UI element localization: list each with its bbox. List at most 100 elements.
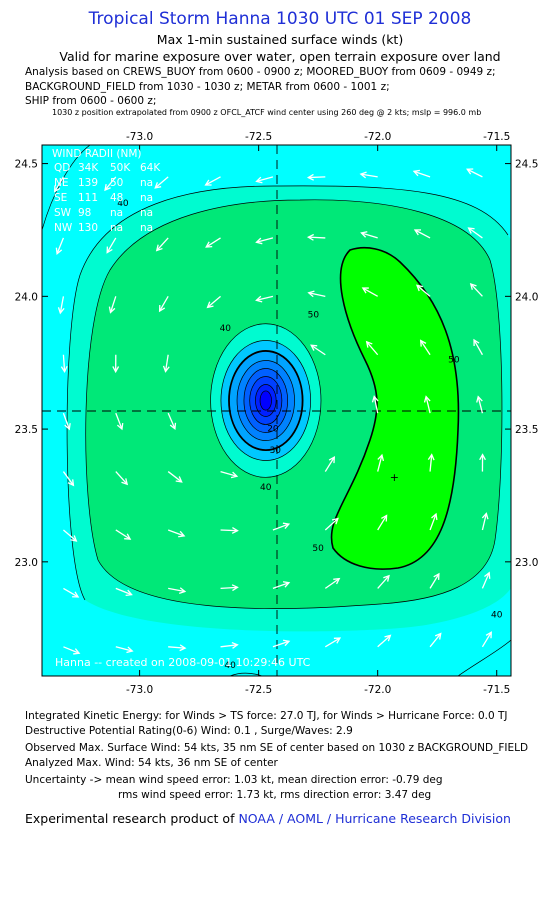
wind-arrow-6 [359,171,378,179]
analysis-sources-line1: Analysis based on CREWS_BUOY from 0600 -… [25,66,496,78]
wind-arrow-0 [53,176,64,193]
wind-arrow-19 [108,296,117,314]
wind-arrow-49 [115,529,132,540]
wind-arrow-39 [476,395,484,414]
wind-arrow-50 [167,529,186,538]
wind-arrow-73 [429,632,442,648]
wind-radii-title: WIND RADII (NM) [52,148,142,160]
wind-arrow-11 [155,237,169,252]
hrd-link[interactable]: NOAA / AOML / Hurricane Research Divisio… [238,811,511,826]
wind-radii-cell-0-3: 64K [140,162,161,174]
wind-arrow-14 [306,233,326,241]
wind-arrow-13 [255,237,274,245]
analysis-sources-line3: SHIP from 0600 - 0600 z; [25,95,157,107]
wind-radii-cell-3-0: SW [54,207,72,219]
wind-arrow-42 [167,471,183,483]
wind-arrow-56 [481,512,489,531]
chart-subtitle-exposure: Valid for marine exposure over water, op… [59,49,501,64]
wind-arrow-74 [481,631,492,648]
wind-arrow-37 [371,395,379,414]
wind-arrow-61 [272,581,291,589]
wind-radii-cell-1-3: na [140,177,153,189]
wind-radii-cell-3-3: na [140,207,153,219]
y-tick-label-left-1: 24.0 [15,291,38,303]
wind-arrow-17 [467,227,483,239]
wind-arrow-28 [112,354,120,374]
wind-arrow-36 [167,412,177,431]
wind-arrow-3 [204,176,221,186]
contour-label-4: 50 [308,311,320,321]
wind-arrow-54 [377,514,388,531]
wind-arrow-22 [255,295,274,303]
contour-label-5: 50 [448,356,460,366]
wind-arrow-4 [255,176,274,184]
analyzed-max-wind-text: Analyzed Max. Wind: 54 kts, 36 nm SE of … [25,757,278,769]
y-tick-label-left-3: 23.0 [15,557,38,569]
wind-arrow-35 [115,412,124,431]
wind-radii-cell-0-1: 34K [78,162,99,174]
contour-label-3: 40 [260,483,272,493]
wind-arrow-58 [115,587,133,597]
x-tick-label-bottom-2: -72.0 [364,684,391,696]
wind-radii-cell-2-0: SE [54,192,67,204]
wind-arrow-5 [306,173,326,181]
wind-arrow-15 [360,231,378,239]
wind-radii-cell-2-2: 48 [110,192,123,204]
wind-radii-cell-4-0: NW [54,222,73,234]
y-tick-label-right-1: 24.0 [515,291,538,303]
ike-text: Integrated Kinetic Energy: for Winds > T… [25,710,508,722]
x-tick-label-bottom-1: -72.5 [245,684,272,696]
wind-arrow-53 [324,517,339,531]
contour-line-40kt-nw [42,145,91,231]
wind-arrow-29 [162,354,170,373]
wind-arrow-59 [168,587,187,594]
x-tick-label-top-3: -71.5 [483,131,510,143]
wind-arrow-55 [429,512,438,531]
wind-radii-cell-2-3: na [140,192,153,204]
wind-radii-cell-3-2: na [110,207,123,219]
wind-arrow-20 [158,296,169,313]
wind-radii-cell-1-0: NE [54,177,69,189]
contour-label-7: 40 [491,611,503,621]
y-tick-label-right-2: 23.5 [515,424,538,436]
wind-arrow-57 [63,587,80,598]
wind-arrow-33 [473,338,483,356]
x-tick-label-bottom-0: -73.0 [126,684,153,696]
credit-text: Hanna -- created on 2008-09-01 10:29:46 … [55,656,311,669]
uncertainty-rms-text: rms wind speed error: 1.73 kt, rms direc… [118,789,432,801]
wind-arrow-52 [272,522,291,531]
wind-radii-cell-1-1: 139 [78,177,98,189]
contour-label-8: 40 [117,199,129,209]
wind-arrow-51 [220,527,239,534]
wind-arrow-12 [205,237,221,248]
wind-radii-cell-0-0: QD [54,162,70,174]
wind-arrow-40 [62,471,75,487]
wind-radii-cell-2-1: 111 [78,192,98,204]
contour-label-1: 20 [267,425,279,435]
wind-arrow-65 [481,571,491,589]
contour-line-40kt-se [457,639,511,676]
observed-max-wind-text: Observed Max. Surface Wind: 54 kts, 35 n… [25,742,529,754]
wind-arrow-24 [361,287,378,297]
y-tick-label-left-0: 24.5 [15,159,38,171]
contour-line-40kt [85,199,503,609]
wind-arrow-2 [154,176,169,189]
wind-arrow-71 [324,637,342,648]
wind-arrow-18 [57,296,65,315]
chart-subtitle: Max 1-min sustained surface winds (kt) [156,32,404,47]
wind-arrow-63 [377,574,390,589]
wind-arrow-67 [115,646,134,654]
wind-radii-cell-0-2: 50K [110,162,131,174]
wind-arrow-64 [429,572,440,589]
wind-arrow-38 [423,395,431,414]
x-tick-label-top-1: -72.5 [245,131,272,143]
wind-arrow-70 [272,639,291,648]
contour-line-34kt [66,185,509,601]
destructive-potential-text: Destructive Potential Rating(0-6) Wind: … [25,725,353,737]
max-wind-marker: + [390,471,399,484]
footer-text: Experimental research product of [25,811,239,826]
wind-arrow-31 [365,340,379,356]
wind-arrow-62 [324,577,341,589]
wind-arrow-23 [307,290,326,298]
wind-field-plot: 40 20 30 40 50 50 50 40 40 40 + -73.0 -73.0 -72.5 -7… [15,131,539,696]
